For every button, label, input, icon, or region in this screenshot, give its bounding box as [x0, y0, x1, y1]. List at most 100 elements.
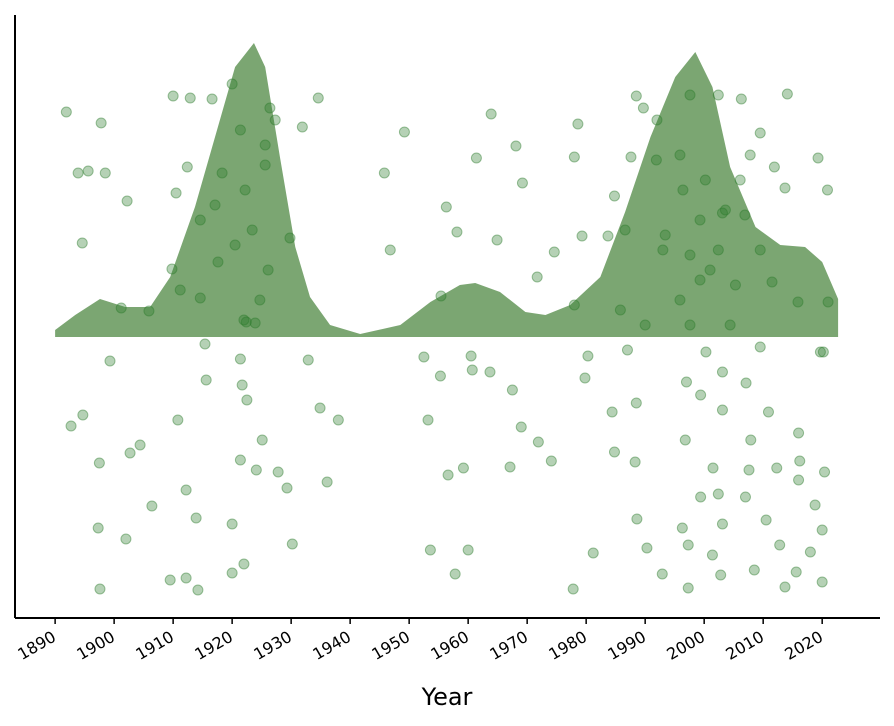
point: [296, 121, 308, 133]
point: [790, 566, 802, 578]
point: [745, 434, 757, 446]
point: [625, 151, 637, 163]
point: [259, 139, 271, 151]
point: [719, 204, 731, 216]
point: [816, 524, 828, 536]
point: [768, 161, 780, 173]
point: [491, 234, 503, 246]
point: [190, 512, 202, 524]
point: [181, 161, 193, 173]
point: [194, 292, 206, 304]
x-tick-label: 1960: [427, 627, 472, 664]
point: [449, 568, 461, 580]
point: [226, 567, 238, 579]
point: [545, 455, 557, 467]
point: [657, 244, 669, 256]
point: [532, 436, 544, 448]
point: [378, 167, 390, 179]
point: [451, 226, 463, 238]
point: [236, 379, 248, 391]
point: [269, 114, 281, 126]
point: [639, 319, 651, 331]
point: [637, 102, 649, 114]
point: [614, 304, 626, 316]
point: [712, 488, 724, 500]
x-tick-label: 2020: [781, 627, 826, 664]
point: [121, 195, 133, 207]
point: [630, 90, 642, 102]
point: [184, 92, 196, 104]
point: [504, 461, 516, 473]
point: [470, 152, 482, 164]
point: [650, 154, 662, 166]
point: [716, 207, 728, 219]
point: [72, 167, 84, 179]
point: [435, 290, 447, 302]
point: [510, 140, 522, 152]
point: [602, 230, 614, 242]
point: [771, 462, 783, 474]
point: [621, 344, 633, 356]
point: [606, 406, 618, 418]
point: [457, 462, 469, 474]
point: [234, 353, 246, 365]
x-tick-label: 1950: [368, 627, 413, 664]
point: [174, 284, 186, 296]
point: [568, 151, 580, 163]
point: [812, 152, 824, 164]
point: [256, 434, 268, 446]
point: [568, 299, 580, 311]
point: [740, 377, 752, 389]
x-tick-label: 1930: [250, 627, 295, 664]
point: [680, 376, 692, 388]
point: [485, 108, 497, 120]
point: [760, 514, 772, 526]
point: [93, 457, 105, 469]
point: [781, 88, 793, 100]
x-tick-label: 2000: [663, 627, 708, 664]
point: [608, 446, 620, 458]
point: [424, 544, 436, 556]
point: [124, 447, 136, 459]
x-axis-label: Year: [421, 683, 473, 711]
point: [170, 187, 182, 199]
point: [804, 546, 816, 558]
point: [700, 346, 712, 358]
point: [630, 397, 642, 409]
point: [531, 271, 543, 283]
point: [212, 256, 224, 268]
point: [95, 117, 107, 129]
point: [608, 190, 620, 202]
point: [754, 127, 766, 139]
point: [792, 296, 804, 308]
point: [762, 406, 774, 418]
point: [793, 427, 805, 439]
point: [816, 576, 828, 588]
point: [735, 93, 747, 105]
point: [398, 126, 410, 138]
point: [716, 404, 728, 416]
point: [462, 544, 474, 556]
point: [272, 466, 284, 478]
point: [234, 124, 246, 136]
point: [739, 209, 751, 221]
point: [259, 159, 271, 171]
point: [679, 434, 691, 446]
point: [506, 384, 518, 396]
point: [684, 249, 696, 261]
point: [694, 274, 706, 286]
point: [194, 214, 206, 226]
point: [262, 264, 274, 276]
point: [674, 294, 686, 306]
point: [216, 167, 228, 179]
point: [743, 464, 755, 476]
point: [312, 92, 324, 104]
point: [734, 174, 746, 186]
point: [229, 239, 241, 251]
point: [704, 264, 716, 276]
point: [134, 439, 146, 451]
x-tick-label: 1900: [73, 627, 118, 664]
point: [572, 118, 584, 130]
density-area: [55, 43, 839, 337]
